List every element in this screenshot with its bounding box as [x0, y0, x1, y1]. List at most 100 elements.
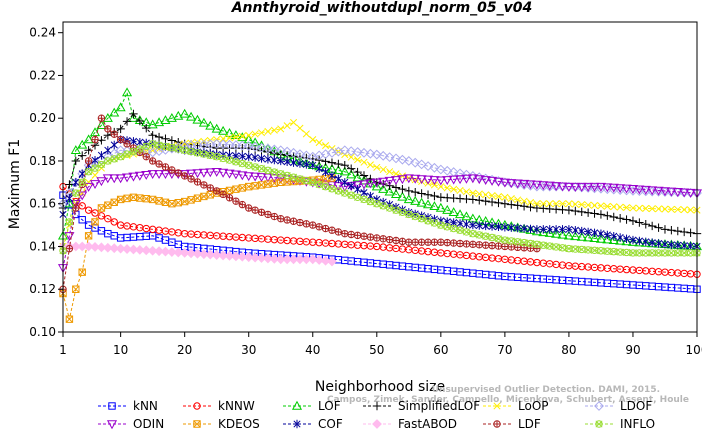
data-point [198, 168, 209, 178]
data-point [245, 161, 253, 169]
data-point [514, 223, 522, 233]
data-point [429, 176, 440, 185]
data-point [155, 160, 163, 168]
data-point [461, 174, 472, 184]
data-point [622, 248, 631, 257]
legend-label: LDF [518, 417, 541, 431]
data-point [135, 116, 145, 126]
data-point [200, 137, 208, 145]
data-point [404, 186, 414, 196]
data-point [309, 161, 317, 170]
data-point [232, 133, 240, 141]
data-point [462, 220, 471, 229]
data-point [488, 233, 496, 242]
data-point [243, 141, 254, 151]
legend-label: SimplifiedLOF [398, 399, 480, 413]
data-point [289, 118, 298, 127]
data-point [608, 184, 619, 195]
data-point [482, 191, 490, 199]
data-point [256, 142, 267, 153]
data-point [642, 204, 650, 212]
data-point [320, 255, 331, 266]
data-point [679, 227, 689, 237]
data-point [603, 211, 612, 220]
legend-marker [493, 420, 501, 428]
data-point [65, 194, 73, 203]
data-point [109, 107, 120, 117]
data-point [154, 117, 165, 127]
chart-title: Annthyroid_withoutdupl_norm_05_v04 [231, 0, 533, 16]
data-point [218, 139, 229, 150]
data-point [257, 154, 266, 163]
data-point [558, 200, 567, 208]
legend-item-kdeos: KDEOS [183, 417, 260, 431]
data-point [359, 171, 369, 180]
data-point [506, 179, 517, 188]
data-point [641, 220, 650, 229]
data-point [565, 200, 573, 208]
data-point [456, 239, 464, 248]
data-point [237, 171, 248, 181]
legend-label: kNNW [218, 399, 255, 413]
data-point [173, 247, 184, 258]
data-point [615, 235, 626, 245]
data-point [403, 174, 414, 184]
legend-marker [293, 419, 301, 429]
watermark-line-1: Unsupervised Outlier Detection. DAMI, 20… [432, 385, 660, 395]
y-axis-label: Maximum F1 [7, 139, 23, 229]
data-point [398, 184, 407, 194]
data-point [494, 198, 503, 208]
data-point [501, 193, 509, 201]
data-point [282, 146, 293, 157]
data-point [602, 184, 613, 195]
data-point [384, 152, 395, 163]
data-point [673, 226, 682, 236]
data-point [72, 285, 80, 293]
data-point [296, 218, 304, 227]
legend-label: KDEOS [218, 417, 260, 431]
data-point [198, 249, 209, 260]
data-point [379, 235, 387, 243]
data-point [597, 247, 605, 255]
data-point [481, 196, 490, 206]
y-tick-label: 0.16 [29, 197, 56, 211]
data-point [90, 242, 100, 252]
data-point [334, 228, 343, 236]
data-point [224, 250, 235, 261]
series-inflo [59, 140, 701, 257]
data-point [238, 152, 246, 161]
data-point [456, 226, 464, 234]
data-point [322, 142, 330, 150]
data-point [123, 150, 131, 158]
data-point [346, 146, 357, 157]
data-point [307, 254, 318, 265]
data-point [583, 182, 594, 192]
legend-item-simplifiedlof: SimplifiedLOF [363, 399, 480, 413]
data-point [538, 181, 549, 191]
data-point [576, 182, 587, 192]
data-point [251, 206, 259, 214]
data-point [275, 254, 286, 265]
data-point [237, 132, 248, 142]
data-point [360, 188, 368, 197]
data-point [590, 228, 599, 237]
data-point [314, 255, 325, 265]
data-point [623, 204, 631, 212]
data-point [429, 162, 440, 173]
data-point [72, 189, 80, 197]
data-point [72, 178, 80, 187]
plot-frame [62, 21, 698, 333]
data-point [264, 155, 272, 164]
data-point [615, 184, 626, 194]
data-point [469, 220, 477, 230]
data-point [243, 172, 254, 182]
data-point [134, 244, 145, 255]
data-point [147, 170, 158, 180]
data-point [442, 165, 453, 176]
data-point [576, 231, 587, 241]
data-point [416, 197, 427, 207]
series-line [62, 91, 698, 247]
data-point [392, 236, 400, 245]
data-point [616, 233, 624, 242]
data-point [475, 196, 484, 205]
